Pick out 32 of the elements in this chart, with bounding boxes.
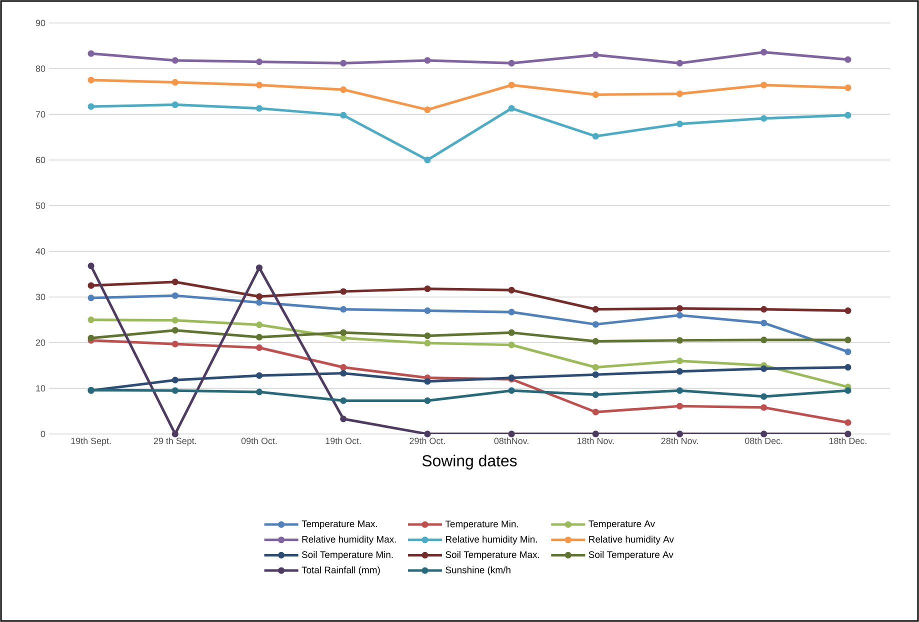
y-tick-label: 70	[36, 111, 46, 118]
y-tick-label: 90	[36, 20, 46, 26]
y-tick-label: 10	[36, 385, 46, 392]
legend-label: Total Rainfall (mm)	[302, 566, 380, 576]
x-tick-label: 19th Oct.	[326, 438, 361, 444]
y-tick-label: 40	[36, 248, 46, 254]
legend-label: Temperature Min.	[445, 520, 518, 530]
y-tick-label: 60	[36, 156, 46, 164]
x-tick-label: 18th Dec.	[829, 438, 866, 444]
x-tick-label: 19th Sept.	[71, 438, 111, 446]
y-tick-label: 80	[36, 65, 46, 72]
x-tick-label: 09th Oct.	[241, 438, 277, 444]
legend-label: Temperature Max.	[302, 520, 377, 530]
y-tick-label: 20	[36, 339, 46, 346]
legend-label: Temperature Av	[588, 520, 655, 530]
legend-label: Relative humidity Min.	[446, 536, 537, 545]
y-tick-label: 30	[36, 294, 46, 300]
y-tick-label: 50	[36, 202, 46, 209]
legend-label: Sunshine (km/h	[446, 566, 510, 576]
legend-label: Soil Temperature Av	[588, 551, 674, 560]
x-tick-label: 08th Dec.	[745, 438, 782, 444]
y-tick-label: 0	[40, 430, 46, 438]
x-tick-label: 18th Nov.	[577, 438, 614, 444]
legend-label: Relative humidity Max.	[302, 536, 396, 545]
legend-label: Soil Temperature Min.	[302, 551, 393, 560]
legend-label: Soil Temperature Max.	[446, 551, 540, 560]
x-tick-label: 29th Oct.	[410, 438, 445, 444]
x-tick-label: 29 th Sept.	[154, 438, 196, 446]
x-tick-label: 08thNov.	[494, 438, 528, 444]
x-tick-label: 28th Nov.	[661, 438, 698, 444]
legend-label: Relative humidity Av	[589, 536, 674, 545]
x-axis-title: Sowing dates	[422, 454, 517, 470]
